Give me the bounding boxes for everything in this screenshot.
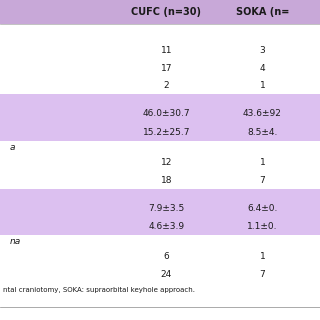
Text: ntal craniotomy, SOKA: supraorbital keyhole approach.: ntal craniotomy, SOKA: supraorbital keyh… — [3, 287, 195, 292]
Text: 7: 7 — [260, 270, 265, 279]
Text: 6: 6 — [164, 252, 169, 261]
FancyBboxPatch shape — [0, 189, 320, 198]
Text: 7: 7 — [260, 175, 265, 185]
Text: CUFC (n=30): CUFC (n=30) — [132, 7, 201, 17]
FancyBboxPatch shape — [0, 123, 320, 141]
FancyBboxPatch shape — [0, 266, 320, 283]
Text: 12: 12 — [161, 158, 172, 167]
FancyBboxPatch shape — [0, 94, 320, 104]
Text: 18: 18 — [161, 175, 172, 185]
FancyBboxPatch shape — [0, 198, 320, 218]
FancyBboxPatch shape — [0, 141, 320, 154]
Text: 43.6±92: 43.6±92 — [243, 109, 282, 118]
Text: 3: 3 — [260, 46, 265, 55]
FancyBboxPatch shape — [0, 248, 320, 266]
FancyBboxPatch shape — [0, 104, 320, 123]
Text: 6.4±0.: 6.4±0. — [247, 204, 277, 212]
Text: na: na — [10, 237, 21, 246]
Text: 4.6±3.9: 4.6±3.9 — [148, 222, 184, 231]
FancyBboxPatch shape — [0, 235, 320, 248]
Text: 15.2±25.7: 15.2±25.7 — [143, 127, 190, 137]
Text: 8.5±4.: 8.5±4. — [247, 127, 277, 137]
FancyBboxPatch shape — [0, 42, 320, 59]
FancyBboxPatch shape — [0, 77, 320, 94]
Text: 17: 17 — [161, 63, 172, 73]
Text: 1: 1 — [260, 252, 265, 261]
FancyBboxPatch shape — [0, 218, 320, 235]
Text: 24: 24 — [161, 270, 172, 279]
FancyBboxPatch shape — [0, 171, 320, 189]
Text: 46.0±30.7: 46.0±30.7 — [143, 109, 190, 118]
FancyBboxPatch shape — [0, 24, 320, 42]
Text: 7.9±3.5: 7.9±3.5 — [148, 204, 185, 212]
Text: a: a — [10, 143, 15, 152]
Text: 4: 4 — [260, 63, 265, 73]
Text: 1: 1 — [260, 81, 265, 90]
Text: 2: 2 — [164, 81, 169, 90]
FancyBboxPatch shape — [0, 283, 320, 296]
FancyBboxPatch shape — [0, 0, 320, 24]
FancyBboxPatch shape — [0, 59, 320, 77]
Text: 1: 1 — [260, 158, 265, 167]
Text: 1.1±0.: 1.1±0. — [247, 222, 278, 231]
Text: SOKA (n=: SOKA (n= — [236, 7, 289, 17]
Text: 11: 11 — [161, 46, 172, 55]
FancyBboxPatch shape — [0, 154, 320, 171]
